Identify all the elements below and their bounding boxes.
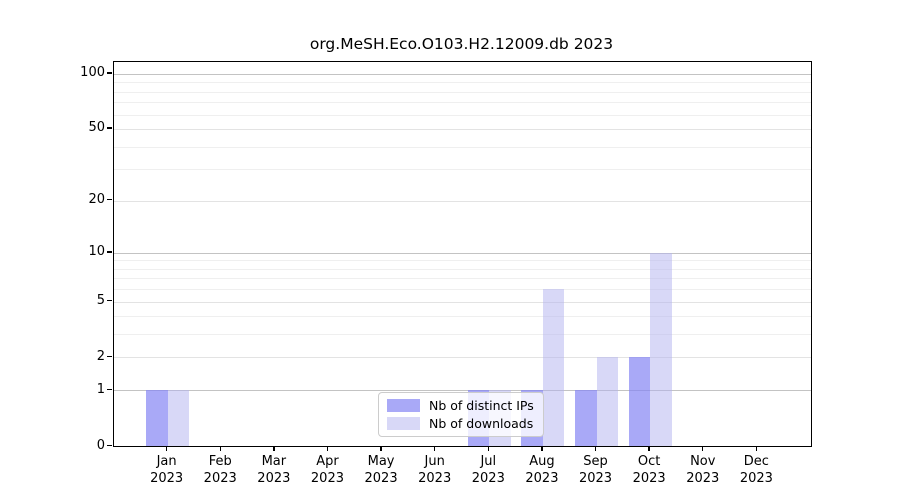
x-axis-tick: [165, 446, 168, 451]
gridline: [114, 91, 811, 93]
bar-downloads-sep: [596, 357, 619, 446]
x-axis-tick: [487, 446, 489, 451]
gridline: [114, 73, 811, 75]
y-axis-tick: [107, 72, 112, 74]
bar-distinct-ips-oct: [628, 357, 651, 446]
x-axis-tick: [380, 446, 382, 451]
x-tick-label-jun: Jun 2023: [418, 454, 452, 486]
y-axis-tick: [107, 444, 112, 446]
legend-row-distinct-ips: Nb of distinct IPs: [387, 398, 543, 413]
bar-distinct-ips-jan: [146, 390, 168, 446]
y-tick-label: 5: [96, 293, 105, 309]
y-axis-tick: [107, 199, 112, 201]
x-tick-label-nov: Nov 2023: [686, 454, 720, 486]
x-axis-tick: [702, 446, 704, 451]
x-tick-label-mar: Mar 2023: [257, 454, 291, 486]
plot-area: [113, 61, 812, 447]
gridline: [114, 102, 811, 104]
x-axis-tick: [219, 446, 221, 451]
x-axis-tick: [648, 446, 650, 451]
x-tick-label-sep: Sep 2023: [578, 454, 613, 486]
x-tick-label-aug: Aug 2023: [525, 454, 559, 486]
gridline: [114, 200, 811, 202]
x-axis-tick: [594, 446, 597, 451]
legend-swatch-downloads: [387, 417, 420, 430]
gridline: [114, 146, 811, 148]
x-axis-tick: [541, 446, 543, 451]
y-tick-label: 2: [96, 348, 105, 364]
y-tick-label: 0: [96, 437, 105, 453]
y-tick-label: 50: [88, 120, 105, 136]
y-axis-tick: [107, 355, 112, 358]
y-tick-label: 100: [80, 65, 105, 81]
y-axis-tick: [107, 251, 112, 253]
x-tick-label-oct: Oct 2023: [632, 454, 666, 486]
legend-label-downloads: Nb of downloads: [429, 416, 534, 431]
x-tick-label-jan: Jan 2023: [150, 454, 184, 486]
y-axis-tick: [107, 127, 112, 129]
gridline: [114, 357, 811, 359]
gridline: [114, 128, 811, 130]
gridline: [114, 268, 811, 270]
y-tick-label: 1: [96, 381, 105, 397]
legend-label-distinct-ips: Nb of distinct IPs: [429, 398, 534, 413]
gridline: [114, 301, 811, 303]
gridline: [114, 316, 811, 318]
bar-downloads-oct: [650, 252, 672, 446]
y-axis-tick: [107, 300, 112, 302]
x-tick-label-may: May 2023: [364, 454, 398, 486]
y-tick-label: 20: [88, 192, 105, 207]
x-axis-tick: [326, 446, 329, 451]
x-tick-label-jul: Jul 2023: [471, 454, 505, 486]
gridline: [114, 289, 811, 291]
x-axis-tick: [755, 446, 758, 451]
legend-row-downloads: Nb of downloads: [387, 416, 543, 431]
gridline: [114, 114, 811, 116]
gridline: [114, 169, 811, 171]
legend: Nb of distinct IPs Nb of downloads: [378, 392, 544, 437]
gridline: [114, 334, 811, 336]
bar-downloads-aug: [542, 289, 565, 446]
chart-title: org.MeSH.Eco.O103.H2.12009.db 2023: [309, 35, 614, 53]
bar-downloads-jan: [167, 390, 190, 446]
y-tick-label: 10: [88, 244, 105, 260]
x-tick-label-dec: Dec 2023: [739, 454, 773, 486]
gridline: [114, 278, 811, 280]
gridline: [114, 252, 811, 254]
gridline: [114, 390, 811, 392]
y-axis-tick: [107, 388, 112, 390]
x-tick-label-feb: Feb 2023: [203, 454, 237, 486]
x-axis-tick: [433, 446, 436, 451]
bar-distinct-ips-sep: [575, 390, 597, 446]
gridline: [114, 82, 811, 84]
x-tick-label-apr: Apr 2023: [310, 454, 344, 486]
legend-swatch-distinct-ips: [387, 399, 420, 412]
x-axis-tick: [273, 446, 275, 451]
gridline: [114, 260, 811, 262]
